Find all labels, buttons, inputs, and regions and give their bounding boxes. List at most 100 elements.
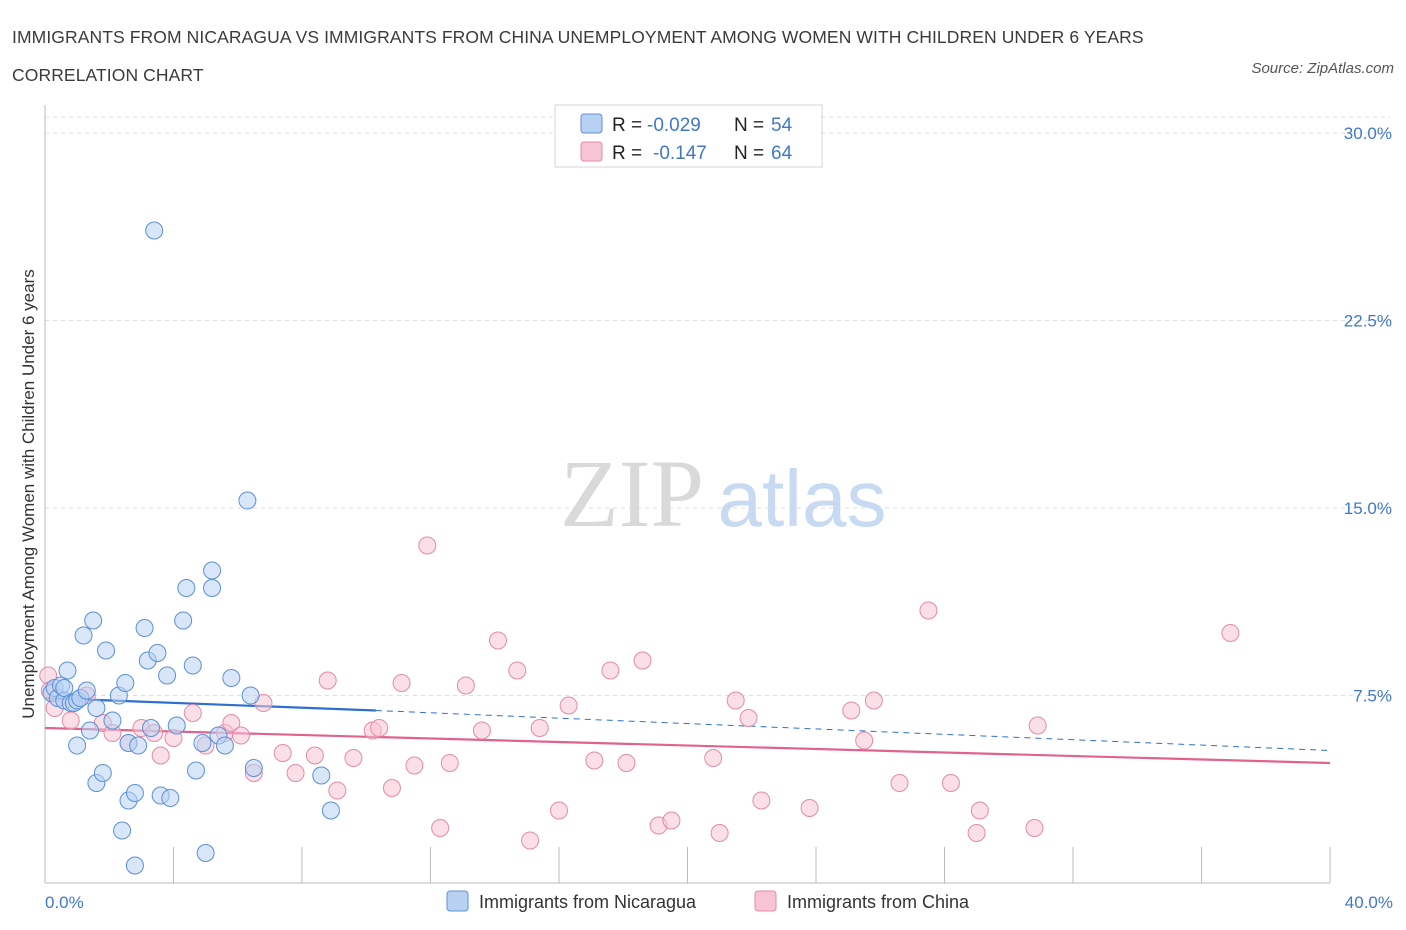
- trend-line-nicaragua-extension: [375, 710, 1331, 751]
- point-nicaragua: [161, 789, 180, 807]
- point-nicaragua: [186, 761, 205, 780]
- grid-lines: [45, 116, 1390, 696]
- point-china: [328, 781, 347, 800]
- point-china: [151, 746, 170, 765]
- point-china: [431, 819, 450, 837]
- point-china: [970, 801, 989, 820]
- point-china: [559, 696, 578, 715]
- point-china: [530, 719, 549, 737]
- point-nicaragua: [113, 821, 132, 840]
- point-nicaragua: [125, 784, 144, 802]
- point-nicaragua: [125, 856, 144, 875]
- point-nicaragua: [142, 719, 161, 737]
- data-points: [39, 221, 1240, 875]
- watermark: ZIP atlas: [560, 440, 886, 547]
- point-china: [183, 704, 202, 722]
- point-nicaragua: [93, 764, 112, 782]
- point-china: [919, 601, 938, 620]
- point-nicaragua: [68, 736, 87, 755]
- point-nicaragua: [80, 721, 99, 740]
- point-china: [890, 774, 909, 792]
- point-nicaragua: [116, 674, 135, 692]
- point-china: [286, 764, 305, 782]
- point-china: [662, 811, 681, 830]
- point-china: [967, 824, 986, 842]
- bottom-legend-swatch-nicaragua: [446, 890, 469, 912]
- point-nicaragua: [177, 579, 196, 597]
- point-nicaragua: [193, 734, 212, 752]
- point-china: [508, 661, 527, 680]
- point-nicaragua: [97, 641, 116, 660]
- point-nicaragua: [145, 221, 164, 240]
- point-nicaragua: [167, 716, 186, 735]
- point-china: [488, 631, 507, 650]
- point-china: [550, 801, 568, 820]
- point-china: [710, 824, 729, 842]
- point-china: [1028, 716, 1047, 735]
- point-china: [739, 709, 758, 727]
- point-china: [318, 671, 337, 690]
- point-china: [864, 691, 883, 710]
- x-tick-label: 40.0%: [1345, 893, 1393, 912]
- legend-swatch-china: [580, 141, 603, 162]
- correlation-legend: R = -0.029 N = 54 R = -0.147 N = 64: [554, 104, 823, 168]
- point-nicaragua: [74, 626, 93, 645]
- point-china: [273, 744, 292, 762]
- legend-n-label: N =: [734, 115, 764, 136]
- point-nicaragua: [215, 736, 234, 755]
- legend-r-label: R =: [612, 115, 642, 136]
- y-tick-labels: 7.5% 15.0% 22.5% 30.0%: [1344, 124, 1392, 706]
- point-nicaragua: [321, 801, 340, 820]
- legend-r-label: R =: [612, 143, 642, 164]
- point-china: [472, 721, 491, 740]
- point-china: [418, 536, 437, 555]
- y-tick-label: 22.5%: [1344, 312, 1392, 331]
- point-china: [800, 799, 819, 817]
- point-nicaragua: [238, 491, 257, 510]
- point-nicaragua: [203, 579, 222, 597]
- point-china: [392, 674, 411, 692]
- point-china: [382, 779, 401, 797]
- point-china: [405, 756, 424, 775]
- point-china: [842, 701, 861, 720]
- legend-r-value: -0.029: [647, 115, 701, 136]
- chart-source: Source: ZipAtlas.com: [1251, 60, 1394, 77]
- point-nicaragua: [87, 699, 106, 717]
- axes: [44, 105, 1331, 884]
- point-china: [1221, 624, 1240, 642]
- legend-n-value: 54: [771, 115, 793, 136]
- point-china: [726, 691, 745, 710]
- point-china: [585, 751, 604, 770]
- point-nicaragua: [55, 679, 74, 697]
- point-china: [855, 731, 874, 750]
- legend-r-value: -0.147: [653, 143, 707, 164]
- x-tick-label: 0.0%: [45, 893, 84, 912]
- y-tick-label: 7.5%: [1353, 687, 1392, 706]
- point-china: [222, 714, 241, 732]
- point-china: [633, 651, 652, 670]
- y-tick-label: 30.0%: [1344, 124, 1392, 143]
- point-nicaragua: [241, 686, 260, 705]
- y-axis-title: Unemployment Among Women with Children U…: [19, 269, 38, 718]
- chart-title: IMMIGRANTS FROM NICARAGUA VS IMMIGRANTS …: [12, 27, 1144, 85]
- point-nicaragua: [135, 619, 154, 637]
- watermark-atlas: atlas: [718, 454, 887, 543]
- point-china: [370, 719, 389, 737]
- point-china: [1025, 819, 1044, 837]
- point-nicaragua: [174, 611, 193, 630]
- point-china: [61, 711, 80, 730]
- point-nicaragua: [203, 561, 222, 580]
- point-china: [704, 749, 723, 767]
- point-nicaragua: [148, 644, 167, 662]
- point-china: [521, 831, 540, 850]
- point-china: [941, 774, 960, 792]
- x-tick-labels: 0.0% 40.0%: [45, 893, 1393, 912]
- bottom-legend-label-nicaragua: Immigrants from Nicaragua: [479, 892, 697, 912]
- point-china: [752, 791, 771, 810]
- bottom-legend-swatch-china: [754, 890, 777, 912]
- watermark-zip: ZIP: [560, 440, 704, 547]
- point-china: [617, 754, 636, 772]
- point-china: [344, 749, 363, 767]
- point-nicaragua: [244, 759, 263, 777]
